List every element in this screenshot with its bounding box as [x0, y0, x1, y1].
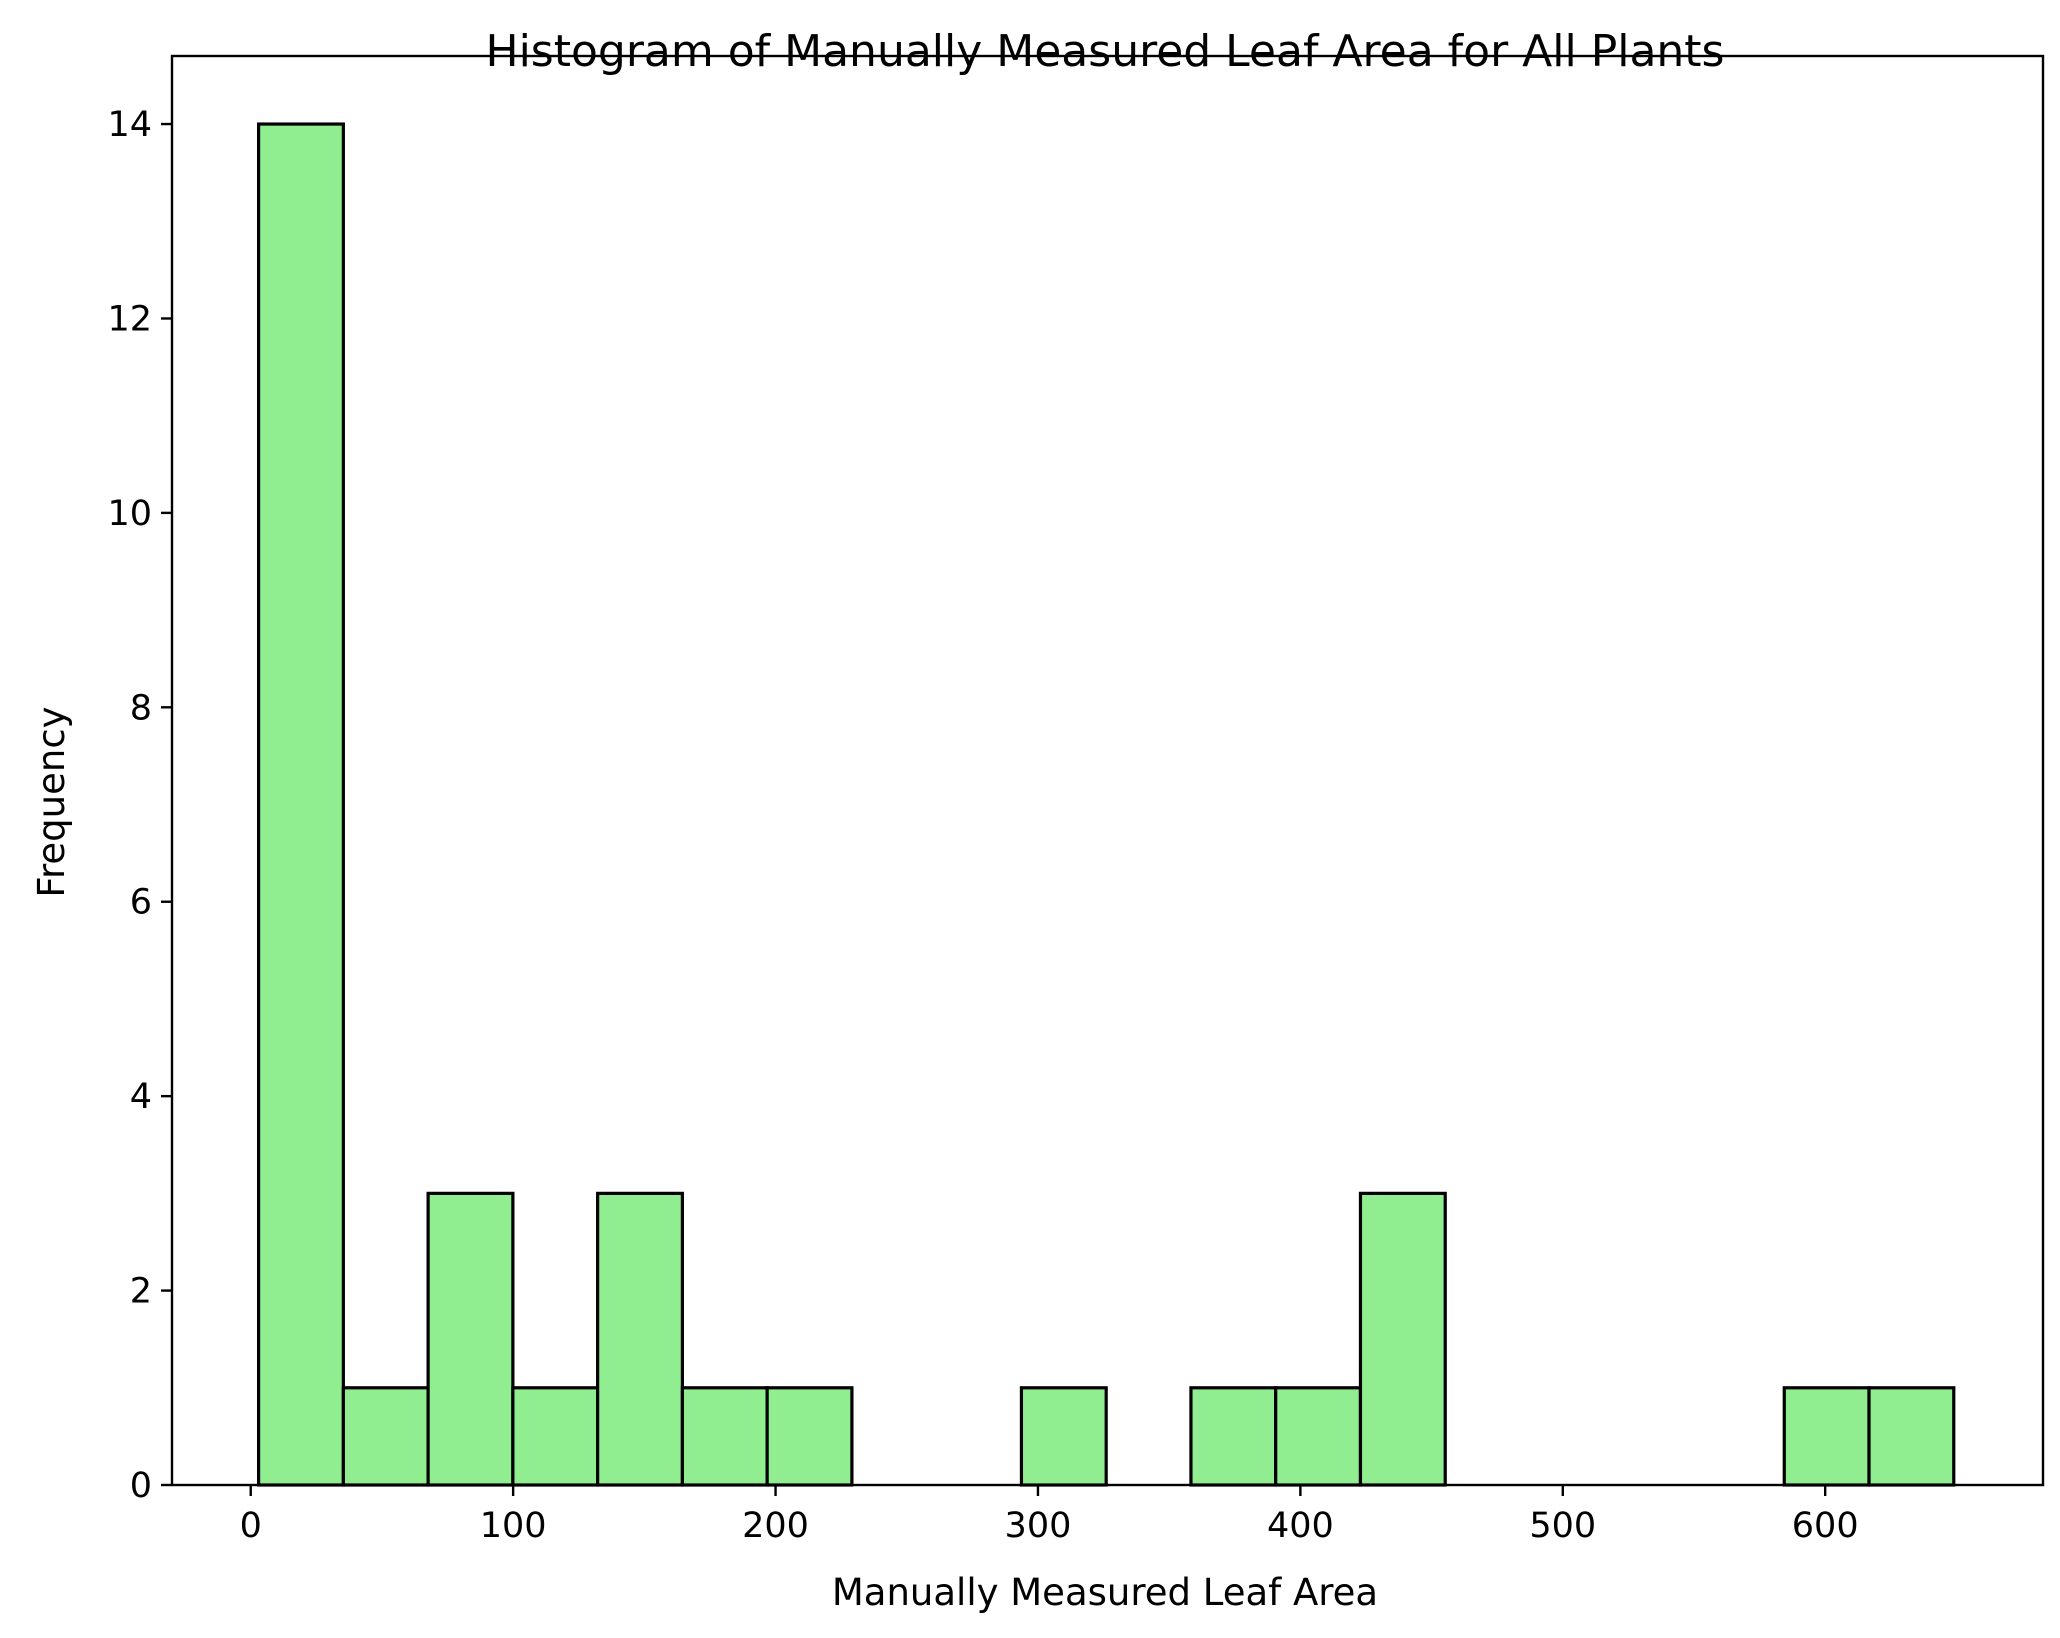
histogram-bar: [596, 1191, 684, 1487]
histogram-bar: [1782, 1386, 1871, 1487]
y-tick-label: 14: [107, 105, 152, 145]
histogram-bar: [1358, 1191, 1447, 1487]
histogram-bar: [1274, 1386, 1363, 1487]
x-tick-label: 300: [1005, 1506, 1072, 1546]
y-tick-label: 2: [130, 1272, 152, 1312]
histogram-bar: [1019, 1386, 1108, 1487]
x-tick-label: 500: [1529, 1506, 1596, 1546]
histogram-bar: [511, 1386, 600, 1487]
histogram-bar: [341, 1386, 430, 1487]
x-tick-label: 400: [1267, 1506, 1334, 1546]
x-tick-label: 100: [480, 1506, 547, 1546]
y-axis-label: Frequency: [30, 706, 73, 897]
y-tick-label: 4: [130, 1077, 152, 1117]
chart-title: Histogram of Manually Measured Leaf Area…: [486, 26, 1725, 77]
y-tick-label: 6: [130, 883, 152, 923]
histogram-bar: [680, 1386, 769, 1487]
y-tick-label: 12: [107, 299, 152, 339]
plot-frame: [170, 54, 2045, 1487]
x-tick-label: 0: [240, 1506, 262, 1546]
histogram-bar: [1189, 1386, 1278, 1487]
histogram-bar: [1867, 1386, 1956, 1487]
y-tick-label: 8: [130, 688, 152, 728]
bars-group: [256, 122, 1956, 1487]
y-tick-label: 0: [130, 1466, 152, 1506]
histogram-bar: [256, 122, 345, 1487]
x-tick-label: 600: [1792, 1506, 1859, 1546]
x-axis: 0 100 200 300 400 500 600: [240, 1485, 1859, 1546]
histogram-bar: [765, 1386, 854, 1487]
x-axis-label: Manually Measured Leaf Area: [832, 1571, 1378, 1614]
y-axis: 0 2 4 6 8 10 12 14: [107, 105, 172, 1506]
y-tick-label: 10: [107, 494, 152, 534]
histogram-bar: [426, 1191, 515, 1487]
x-tick-label: 200: [742, 1506, 809, 1546]
